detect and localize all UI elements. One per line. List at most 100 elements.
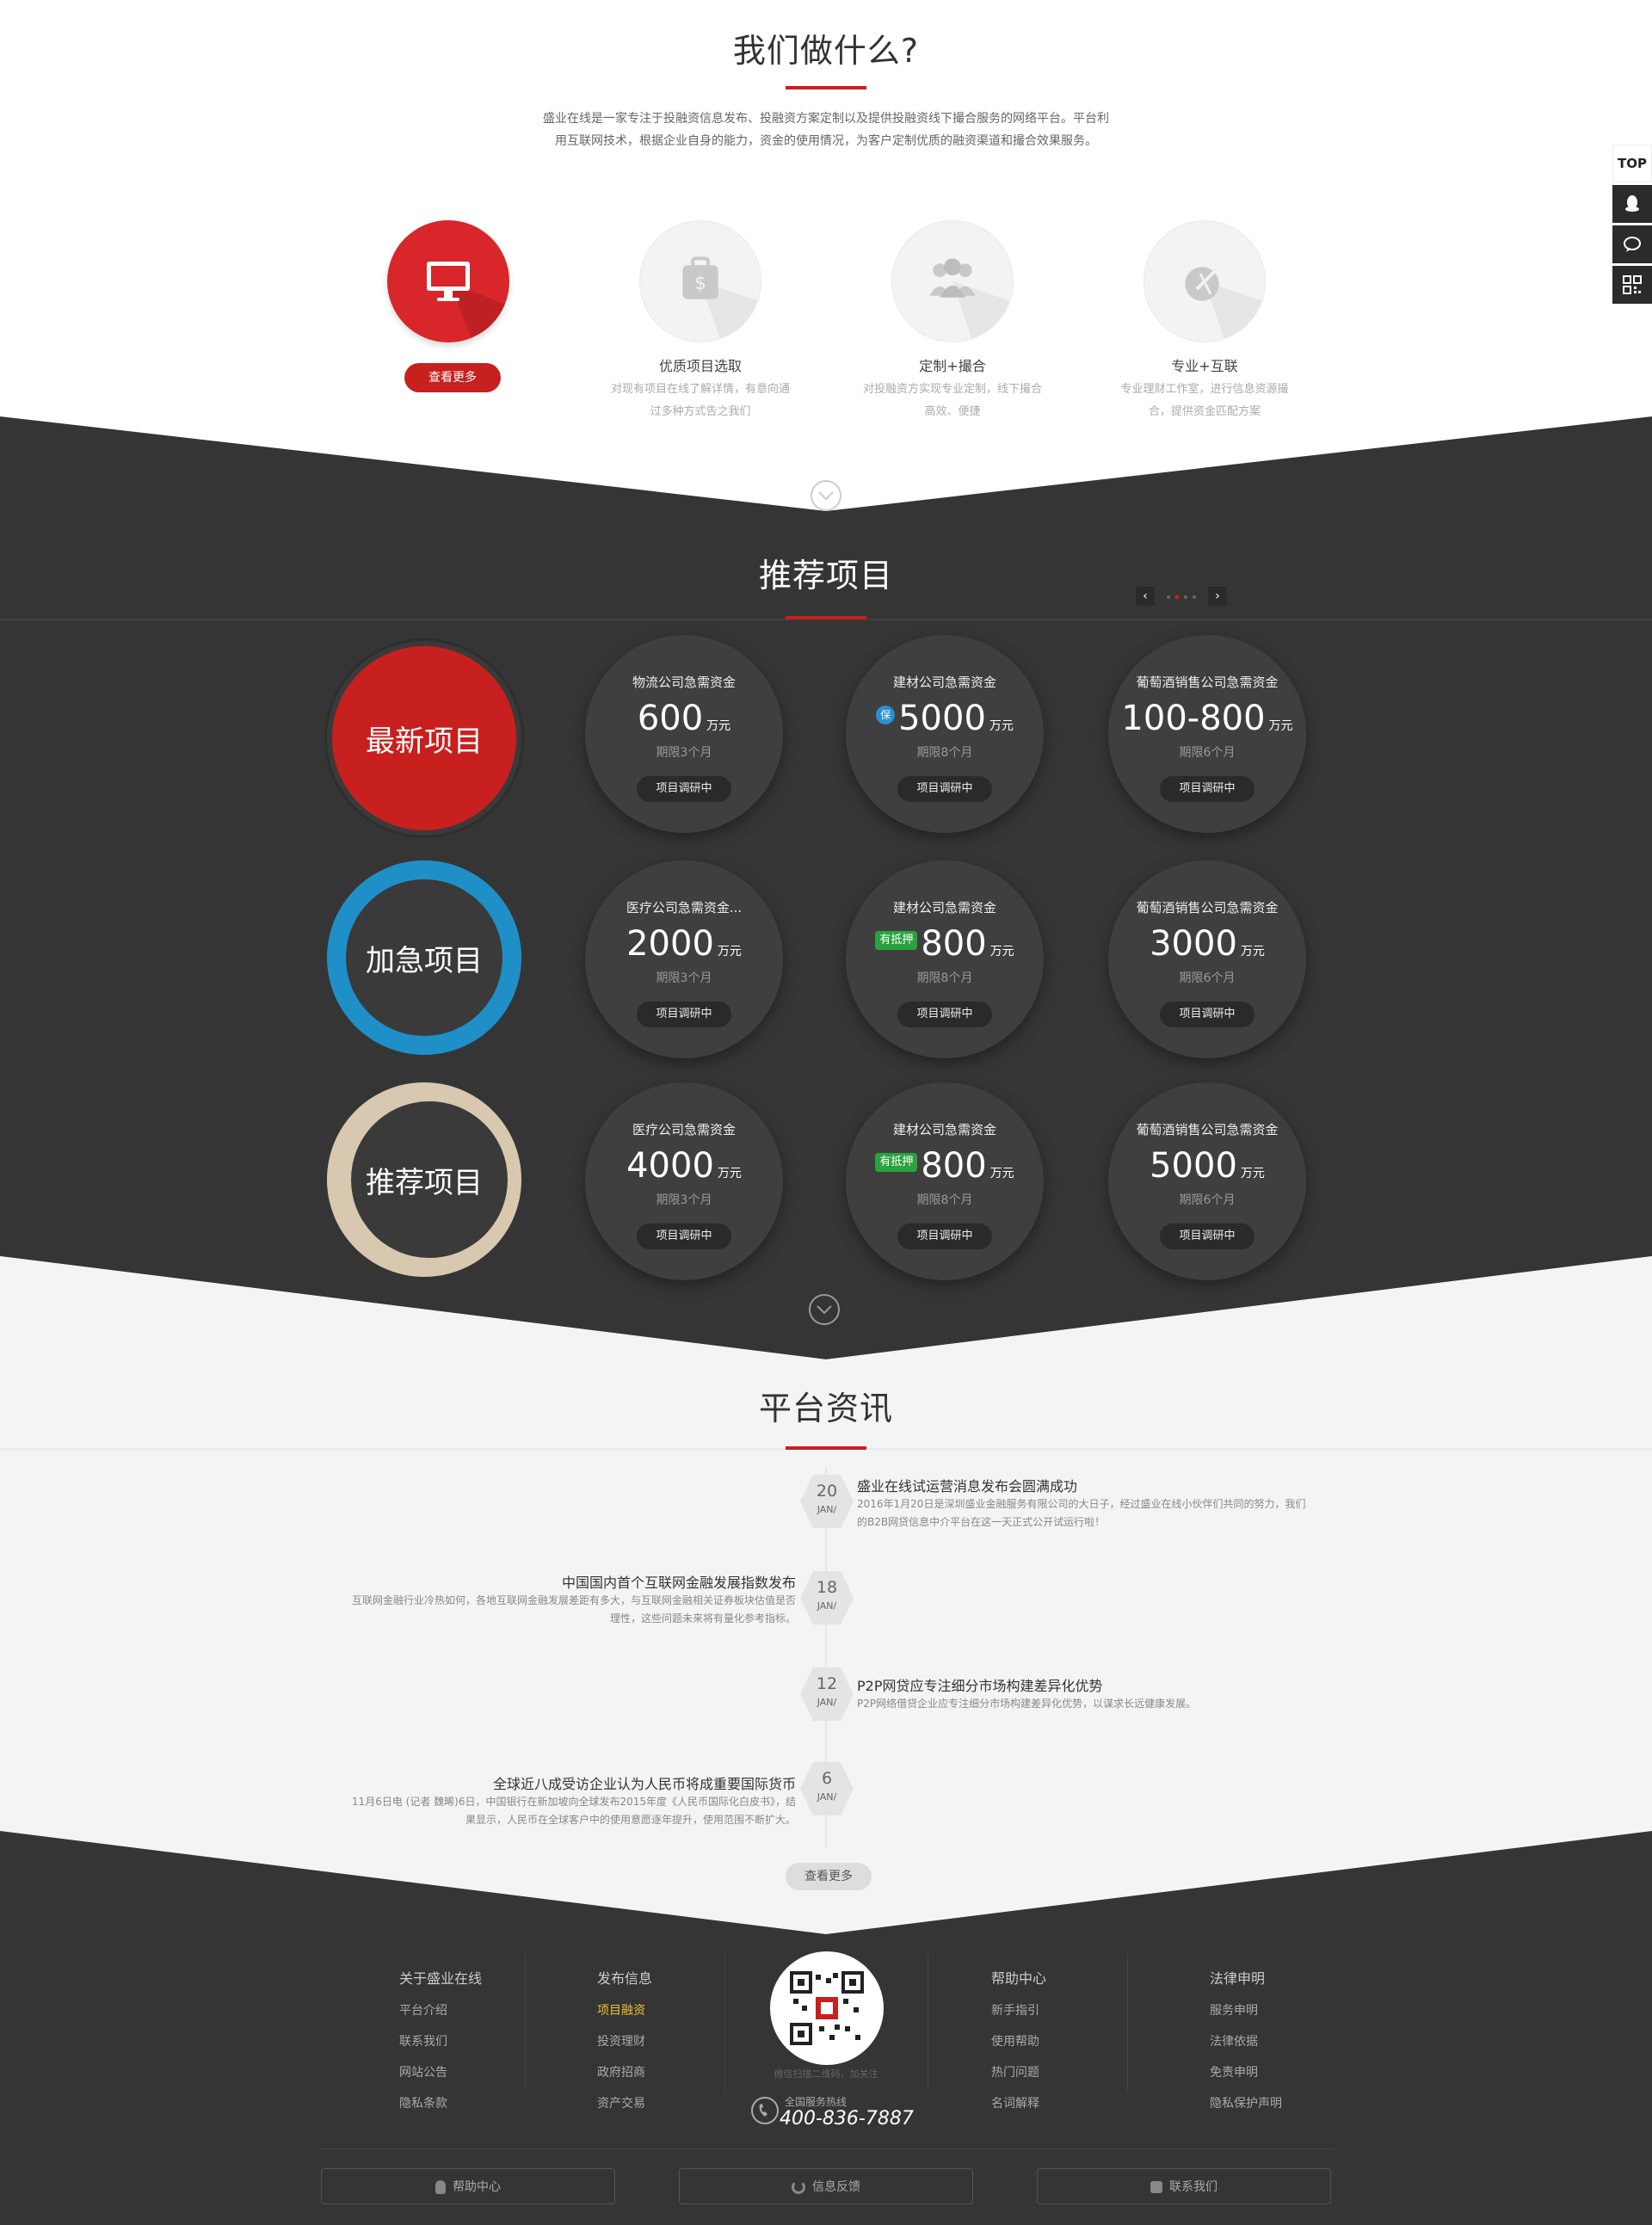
project-card[interactable]: 建材公司急需资金 有抵押 800 万元 期限8个月 项目调研中 (846, 1082, 1044, 1280)
news-more-button[interactable]: 查看更多 (786, 1863, 872, 1890)
news-item-title[interactable]: P2P网贷应专注细分市场构建差异化优势 (857, 1678, 1103, 1694)
project-status-button[interactable]: 项目调研中 (1160, 1002, 1254, 1027)
service-desc: 对现有项目在线了解详情，有意向通过多种方式告之我们 (610, 383, 790, 418)
service-item-2[interactable]: $ 优质项目选取 对现有项目在线了解详情，有意向通过多种方式告之我们 (597, 220, 804, 423)
service-title: 优质项目选取 (658, 358, 742, 374)
footer-link[interactable]: 政府招商 (597, 2066, 645, 2080)
project-card[interactable]: 物流公司急需资金 600 万元 期限3个月 项目调研中 (585, 635, 783, 833)
footer-link[interactable]: 联系我们 (399, 2035, 447, 2049)
project-status-button[interactable]: 项目调研中 (1160, 776, 1254, 802)
footer-link[interactable]: 网站公告 (399, 2066, 447, 2080)
project-title: 医疗公司急需资金... (626, 900, 743, 915)
project-title: 物流公司急需资金 (632, 675, 736, 690)
footer-link[interactable]: 名词解释 (991, 2097, 1039, 2111)
project-amount: 3000 万元 (1150, 924, 1265, 964)
footer-help-button[interactable]: 帮助中心 (321, 2168, 615, 2204)
project-status-button[interactable]: 项目调研中 (637, 1223, 731, 1249)
footer-link[interactable]: 资产交易 (597, 2097, 645, 2111)
news-item-desc: P2P网络借贷企业应专注细分市场构建差异化优势，以谋求长远健康发展。 (857, 1698, 1197, 1710)
projects-title-underline (786, 616, 866, 619)
view-more-button[interactable]: 查看更多 (404, 363, 501, 392)
project-term: 期限8个月 (916, 746, 973, 760)
footer-link[interactable]: 投资理财 (597, 2035, 645, 2049)
project-status-button[interactable]: 项目调研中 (637, 776, 731, 802)
scroll-down-icon[interactable] (807, 1292, 841, 1327)
collateral-badge: 有抵押 (875, 931, 918, 950)
wechat-qrcode (770, 1951, 884, 2065)
qrcode-icon[interactable] (1612, 266, 1652, 304)
guarantee-badge: 保 (876, 706, 896, 724)
qrcode-icon (790, 1971, 864, 2045)
project-term: 期限8个月 (916, 971, 973, 985)
footer-divider (724, 1953, 725, 2091)
project-amount: 有抵押 800 万元 (846, 924, 1044, 964)
news-date-badge: 6 JAN/ (800, 1759, 854, 1819)
refresh-icon (792, 2180, 805, 2194)
project-title: 建材公司急需资金 (892, 1122, 996, 1137)
project-card[interactable]: 葡萄酒销售公司急需资金 5000 万元 期限6个月 项目调研中 (1108, 1082, 1306, 1280)
project-amount: 有抵押 800 万元 (846, 1146, 1044, 1186)
footer-divider (525, 1953, 526, 2091)
phone-icon (1150, 2181, 1162, 2193)
footer-link[interactable]: 项目融资 (597, 2004, 645, 2018)
footer-link[interactable]: 新手指引 (991, 2004, 1039, 2018)
category-latest[interactable]: 最新项目 (327, 641, 521, 835)
news-title-underline (786, 1446, 866, 1450)
news-item-title[interactable]: 中国国内首个互联网金融发展指数发布 (561, 1575, 796, 1591)
category-urgent[interactable]: 加急项目 (327, 860, 521, 1055)
project-card[interactable]: 医疗公司急需资金 4000 万元 期限3个月 项目调研中 (585, 1082, 783, 1280)
project-amount: 4000 万元 (626, 1146, 742, 1186)
footer-link[interactable]: 热门问题 (991, 2066, 1039, 2080)
footer-col-help: 帮助中心 新手指引 使用帮助 热门问题 名词解释 (991, 1967, 1046, 2125)
project-title: 建材公司急需资金 (892, 675, 996, 690)
what-title: 我们做什么? (732, 32, 920, 70)
project-status-button[interactable]: 项目调研中 (897, 776, 992, 802)
project-title: 葡萄酒销售公司急需资金 (1136, 900, 1279, 915)
footer-link[interactable]: 免责申明 (1210, 2066, 1258, 2080)
footer-heading: 法律申明 (1210, 1970, 1266, 1987)
category-recommended[interactable]: 推荐项目 (327, 1082, 521, 1277)
project-status-button[interactable]: 项目调研中 (637, 1002, 731, 1027)
news-item-title[interactable]: 盛业在线试运营消息发布会圆满成功 (857, 1478, 1078, 1495)
service-item-4[interactable]: 专业+互联 专业理财工作室，进行信息资源撮合，提供资金匹配方案 (1101, 220, 1308, 423)
footer-link[interactable]: 法律依据 (1210, 2035, 1258, 2049)
news-item-title[interactable]: 全球近八成受访企业认为人民币将成重要国际货币 (492, 1776, 796, 1792)
footer-heading: 关于盛业在线 (399, 1970, 483, 1987)
footer-link[interactable]: 平台介绍 (399, 2004, 447, 2018)
hotline-number: 400-836-7887 (780, 2108, 914, 2129)
project-amount: 保 5000 万元 (846, 699, 1044, 738)
what-title-underline (786, 86, 866, 89)
footer-contact-button[interactable]: 联系我们 (1037, 2168, 1331, 2204)
footer-link[interactable]: 服务申明 (1210, 2004, 1258, 2018)
projects-title: 推荐项目 (758, 557, 893, 595)
project-card[interactable]: 医疗公司急需资金... 2000 万元 期限3个月 项目调研中 (585, 860, 783, 1058)
project-card[interactable]: 建材公司急需资金 保 5000 万元 期限8个月 项目调研中 (846, 635, 1044, 833)
people-icon (891, 220, 1014, 342)
project-status-button[interactable]: 项目调研中 (1160, 1223, 1254, 1249)
pen-icon (1143, 220, 1266, 342)
scroll-down-icon[interactable] (809, 478, 843, 513)
qq-icon[interactable] (1612, 185, 1652, 223)
footer-link[interactable]: 隐私条款 (399, 2097, 447, 2111)
footer-feedback-button[interactable]: 信息反馈 (679, 2168, 973, 2204)
service-item-1[interactable] (345, 220, 552, 342)
carousel-next-button[interactable]: › (1208, 587, 1227, 606)
project-amount: 5000 万元 (1150, 1146, 1265, 1186)
chat-icon[interactable] (1612, 225, 1652, 263)
carousel-prev-button[interactable]: ‹ (1136, 587, 1155, 606)
project-title: 建材公司急需资金 (892, 900, 996, 915)
project-title: 葡萄酒销售公司急需资金 (1136, 675, 1279, 690)
project-status-button[interactable]: 项目调研中 (897, 1223, 992, 1249)
project-card[interactable]: 葡萄酒销售公司急需资金 3000 万元 期限6个月 项目调研中 (1108, 860, 1306, 1058)
footer-link[interactable]: 使用帮助 (991, 2035, 1039, 2049)
news-item-desc: 2016年1月20日是深圳盛业金融服务有限公司的大日子，经过盛业在线小伙伴们共同… (857, 1498, 1306, 1528)
back-to-top-button[interactable]: TOP (1612, 145, 1652, 182)
service-item-3[interactable]: 定制+撮合 对投融资方实现专业定制，线下撮合高效、便捷 (849, 220, 1056, 423)
project-card[interactable]: 葡萄酒销售公司急需资金 100-800 万元 期限6个月 项目调研中 (1108, 635, 1306, 833)
qr-caption: 微信扫描二维码，加关注 (774, 2068, 878, 2080)
project-term: 期限3个月 (656, 1193, 712, 1207)
project-status-button[interactable]: 项目调研中 (897, 1002, 992, 1027)
project-card[interactable]: 建材公司急需资金 有抵押 800 万元 期限8个月 项目调研中 (846, 860, 1044, 1058)
footer-link[interactable]: 隐私保护声明 (1210, 2097, 1282, 2111)
